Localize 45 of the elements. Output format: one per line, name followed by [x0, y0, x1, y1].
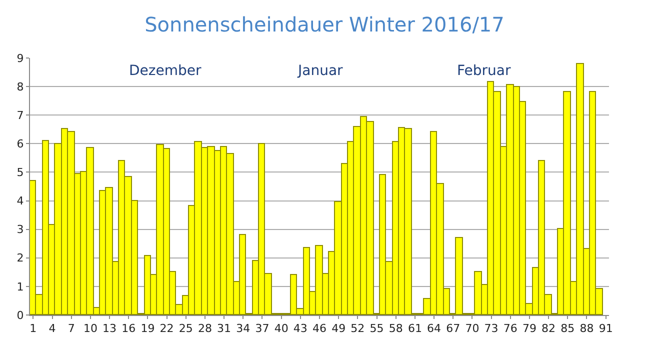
- y-tick-label: 2: [16, 252, 24, 265]
- x-tick-label: 49: [332, 322, 346, 336]
- x-tick-label: 7: [68, 322, 75, 336]
- x-tick-label: 25: [178, 322, 193, 336]
- chart-title: Sonnenscheindauer Winter 2016/17: [144, 12, 504, 36]
- x-tick-label: 34: [236, 322, 250, 336]
- y-tick-label: 0: [16, 308, 24, 322]
- x-tick-label: 91: [598, 322, 613, 336]
- annotation: Januar: [297, 63, 344, 79]
- x-tick-label: 22: [160, 322, 174, 336]
- y-tick-label: 9: [16, 52, 24, 65]
- x-tick-label: 40: [274, 322, 288, 336]
- x-tick-label: 70: [465, 322, 480, 336]
- x-tick-label: 1: [30, 322, 37, 336]
- x-tick-label: 43: [293, 322, 308, 336]
- y-tick-label: 3: [16, 223, 24, 236]
- x-tick-label: 73: [484, 322, 498, 336]
- x-tick-label: 64: [427, 322, 442, 336]
- y-tick-label: 7: [16, 108, 24, 122]
- x-tick-label: 67: [446, 322, 460, 336]
- x-tick-label: 85: [560, 322, 575, 336]
- y-tick-label: 8: [16, 80, 24, 94]
- y-tick-label: 4: [16, 194, 24, 208]
- x-tick-label: 28: [198, 322, 212, 336]
- x-tick-label: 16: [122, 322, 136, 336]
- y-tick-label: 1: [16, 280, 24, 294]
- x-tick-label: 46: [312, 322, 326, 336]
- annotation: Dezember: [129, 63, 202, 79]
- x-tick-label: 37: [255, 322, 270, 336]
- x-tick-label: 88: [580, 322, 594, 336]
- y-tick-label: 6: [16, 138, 24, 151]
- x-tick-label: 58: [388, 322, 403, 336]
- x-tick-label: 19: [140, 322, 155, 336]
- x-tick-label: 31: [217, 322, 232, 336]
- y-tick-label: 5: [16, 166, 24, 180]
- x-tick-label: 82: [542, 322, 556, 336]
- x-tick-label: 79: [522, 322, 536, 336]
- x-tick-label: 55: [370, 322, 384, 336]
- x-tick-label: 52: [350, 322, 365, 336]
- x-tick-label: 13: [102, 322, 117, 336]
- x-tick-label: 10: [83, 322, 98, 336]
- annotation: Februar: [457, 63, 511, 79]
- x-tick-label: 61: [408, 322, 422, 336]
- x-tick-label: 4: [48, 322, 56, 336]
- x-tick-label: 76: [503, 322, 518, 336]
